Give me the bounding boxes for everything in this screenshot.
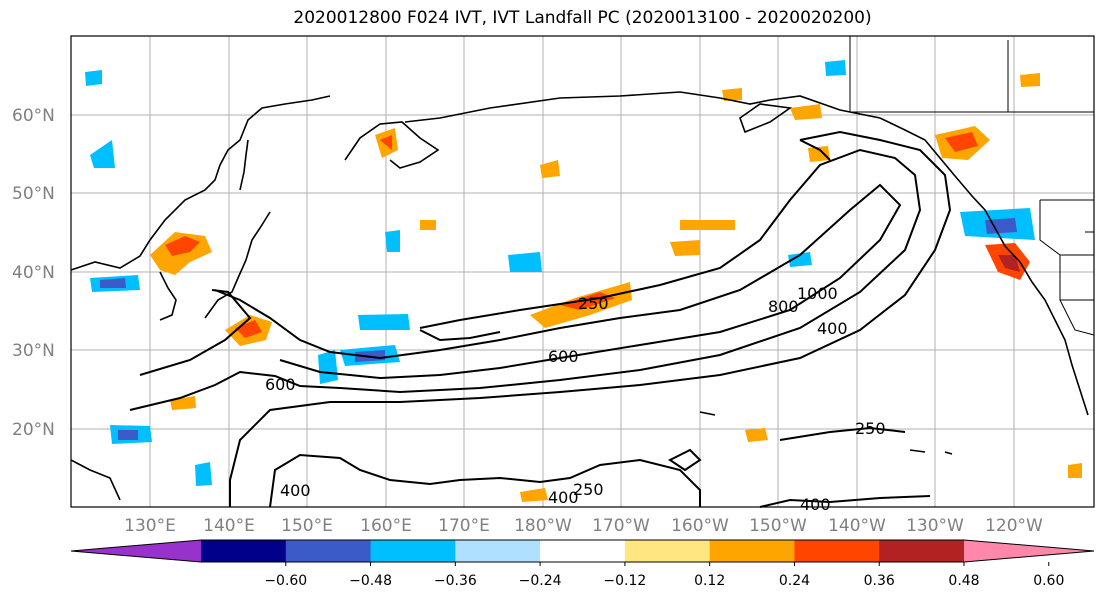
lon-label: 130°E xyxy=(124,516,176,536)
colorbar-extend-high xyxy=(964,540,1094,562)
colorbar-tick-label: 0.60 xyxy=(1033,573,1064,589)
ivt-contours xyxy=(129,130,952,508)
contour-label: 250 xyxy=(578,294,609,313)
colorbar-segment xyxy=(285,540,372,562)
lon-label: 160°W xyxy=(671,516,729,536)
colorbar-tick-label: 0.36 xyxy=(864,573,895,589)
colorbar-tick-label: −0.12 xyxy=(603,573,646,589)
lat-label: 30°N xyxy=(12,341,55,361)
lon-label: 170°E xyxy=(438,516,490,536)
political-borders xyxy=(849,36,1095,336)
contour-label: 400 xyxy=(280,481,311,500)
lat-label: 40°N xyxy=(12,263,55,283)
latitude-axis: 60°N 50°N 40°N 30°N 20°N xyxy=(12,106,55,440)
colorbar-tick-label: −0.60 xyxy=(264,573,307,589)
colorbar: −0.60 −0.48 −0.36 −0.24 −0.12 0.12 0.24 0.36 0.4… xyxy=(70,539,1095,589)
colorbar-extend-low xyxy=(71,540,201,562)
lat-label: 20°N xyxy=(12,420,55,440)
lon-label: 120°W xyxy=(985,516,1043,536)
colorbar-segment xyxy=(709,540,795,562)
contour-label: 600 xyxy=(548,347,579,366)
colorbar-segment xyxy=(201,540,287,562)
contour-label: 250 xyxy=(855,419,886,438)
contour-label: 600 xyxy=(265,375,296,394)
contour-label: 1000 xyxy=(797,284,838,303)
contour-label: 400 xyxy=(817,319,848,338)
contour-label: 400 xyxy=(548,488,579,507)
lon-label: 140°W xyxy=(828,516,886,536)
colorbar-segment xyxy=(794,540,880,562)
lon-label: 170°W xyxy=(592,516,650,536)
pc-shading xyxy=(85,60,1082,502)
colorbar-tick-label: −0.24 xyxy=(519,573,562,589)
colorbar-tick-label: −0.36 xyxy=(434,573,477,589)
lat-label: 60°N xyxy=(12,106,55,126)
lon-label: 150°E xyxy=(281,516,333,536)
graticule xyxy=(71,36,1094,507)
lon-label: 180°W xyxy=(514,516,572,536)
contour-label: 800 xyxy=(768,297,799,316)
colorbar-tick-label: −0.48 xyxy=(349,573,392,589)
map-title: 2020012800 F024 IVT, IVT Landfall PC (20… xyxy=(293,8,872,28)
colorbar-segment xyxy=(624,540,711,562)
coastlines xyxy=(70,91,1089,501)
lon-label: 130°W xyxy=(906,516,964,536)
lon-label: 150°W xyxy=(749,516,807,536)
colorbar-segment xyxy=(370,540,456,562)
contour-label: 250 xyxy=(573,480,604,499)
longitude-axis: 130°E 140°E 150°E 160°E 170°E 180°W 170°… xyxy=(124,516,1043,536)
contour-label: 400 xyxy=(800,495,831,514)
lat-label: 50°N xyxy=(12,184,55,204)
colorbar-tick-label: 0.12 xyxy=(694,573,725,589)
colorbar-outline xyxy=(70,539,1095,563)
contour-label-group: 250 600 600 800 1000 400 250 400 400 250… xyxy=(265,284,886,514)
colorbar-tick-label: 0.24 xyxy=(779,573,810,589)
lon-label: 160°E xyxy=(360,516,412,536)
colorbar-segment xyxy=(879,540,965,562)
colorbar-segment xyxy=(455,540,541,562)
colorbar-tick-label: 0.48 xyxy=(948,573,979,589)
lon-label: 140°E xyxy=(203,516,255,536)
colorbar-segment xyxy=(540,540,626,562)
map-frame xyxy=(70,35,1095,508)
